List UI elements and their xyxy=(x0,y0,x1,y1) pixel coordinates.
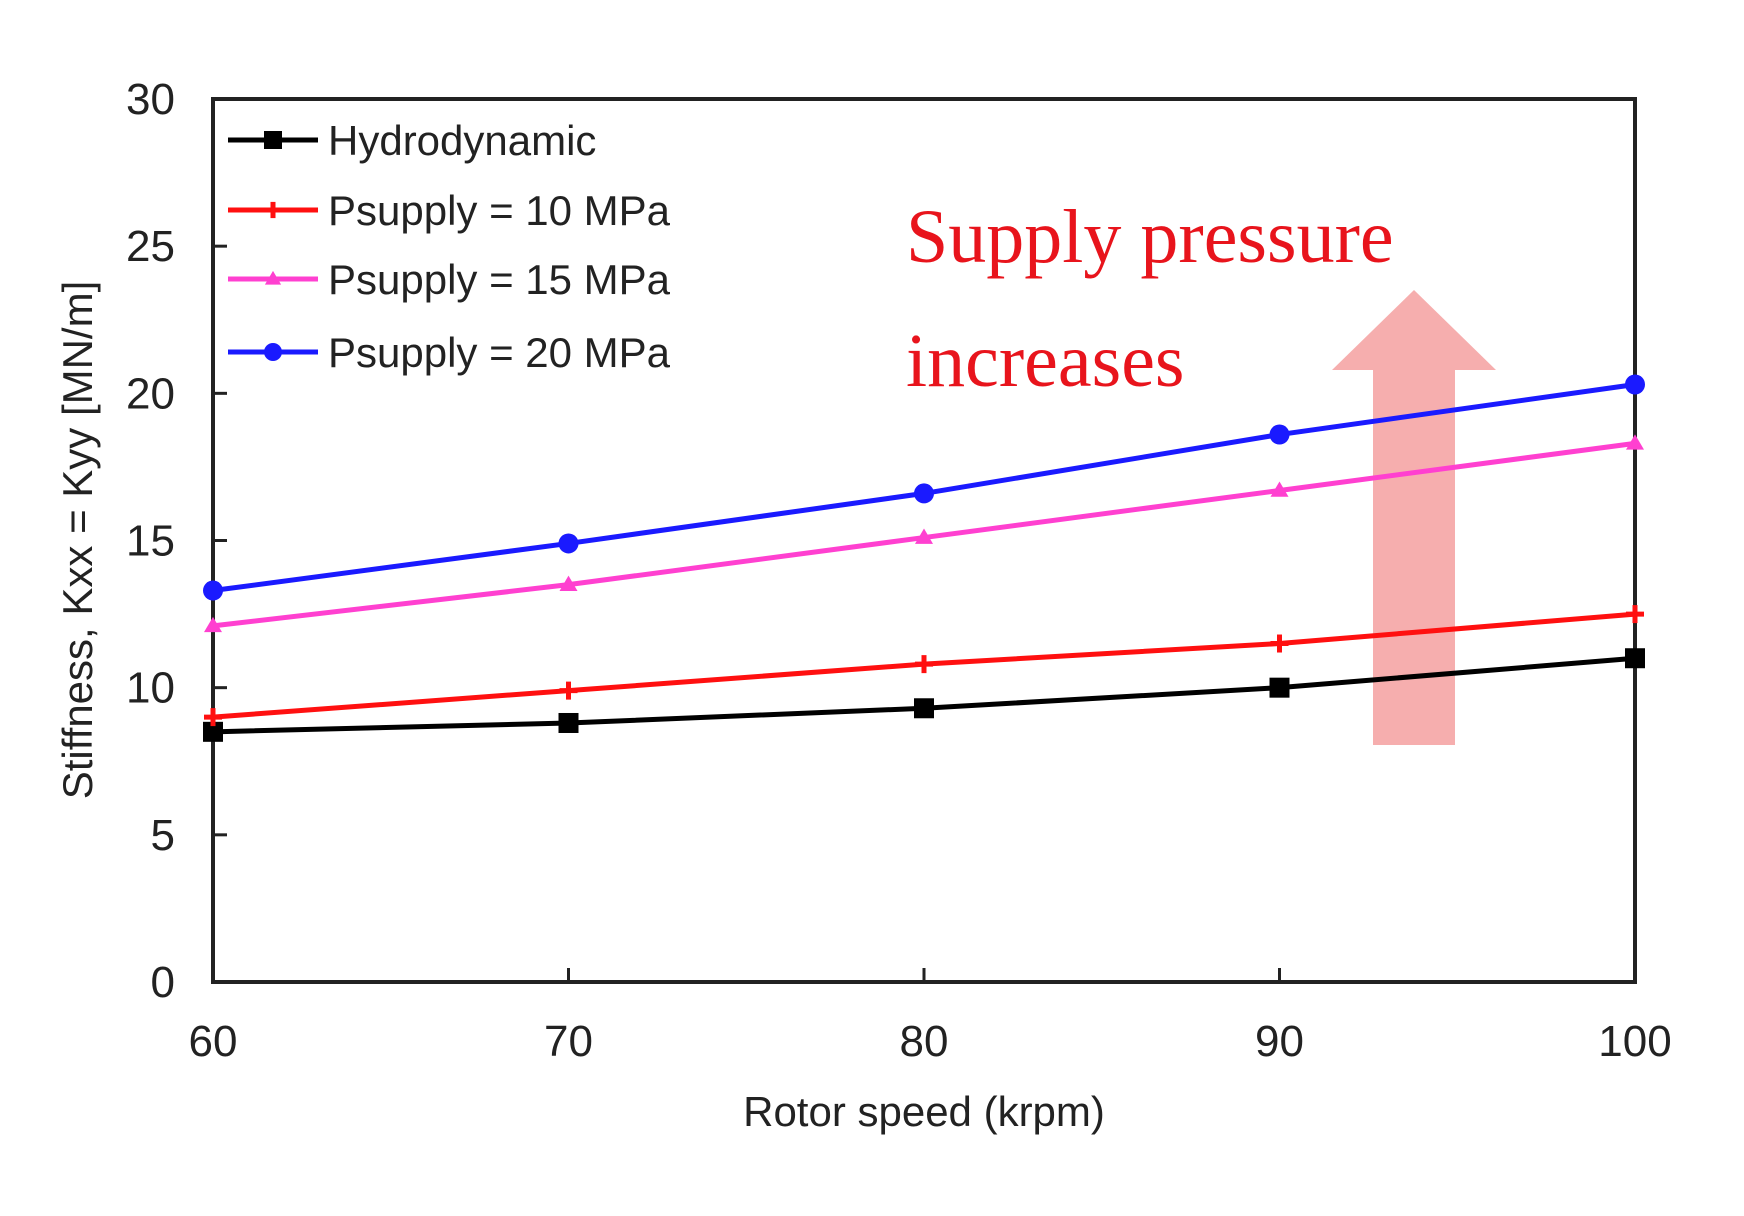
y-axis-label: Stiffness, Kxx = Kyy [MN/m] xyxy=(54,281,101,800)
y-tick-label: 20 xyxy=(126,369,175,418)
data-point xyxy=(264,270,282,285)
legend-item: Psupply = 15 MPa xyxy=(228,256,671,303)
data-point xyxy=(204,708,222,727)
annotation-line-1: Supply pressure xyxy=(906,195,1394,279)
series-1 xyxy=(204,605,1644,727)
series-2 xyxy=(204,434,1644,633)
data-point xyxy=(915,655,933,674)
data-point xyxy=(558,533,579,554)
data-point xyxy=(264,343,282,361)
x-tick-label: 90 xyxy=(1255,1017,1304,1066)
data-point xyxy=(914,483,934,504)
y-tick-label: 10 xyxy=(126,664,175,713)
data-point xyxy=(1270,481,1289,497)
y-tick-label: 15 xyxy=(126,517,175,566)
data-point xyxy=(559,575,578,591)
x-axis-label: Rotor speed (krpm) xyxy=(743,1088,1105,1135)
data-point xyxy=(1625,648,1645,669)
legend: Hydrodynamic Psupply = 10 MPa Psupply = 15… xyxy=(228,117,671,376)
legend-label: Psupply = 10 MPa xyxy=(328,187,671,234)
legend-label: Psupply = 20 MPa xyxy=(328,329,671,376)
legend-label: Hydrodynamic xyxy=(328,117,596,164)
x-tick-label: 100 xyxy=(1598,1017,1671,1066)
data-point xyxy=(914,698,934,719)
data-point xyxy=(204,616,222,633)
data-point xyxy=(1625,374,1645,395)
data-point xyxy=(203,580,223,601)
data-point xyxy=(559,681,578,700)
legend-item: Hydrodynamic xyxy=(228,117,596,164)
y-tick-label: 30 xyxy=(126,75,175,124)
x-tick-label: 60 xyxy=(189,1017,238,1066)
data-point xyxy=(264,131,282,149)
data-point xyxy=(915,528,933,544)
annotation-line-2: increases xyxy=(906,319,1185,403)
legend-label: Psupply = 15 MPa xyxy=(328,256,671,303)
x-tick-label: 70 xyxy=(544,1017,593,1066)
data-point xyxy=(1269,424,1290,445)
data-point xyxy=(558,712,579,733)
data-point xyxy=(1270,634,1289,653)
y-tick-label: 0 xyxy=(151,958,175,1007)
y-tick-label: 5 xyxy=(151,811,175,860)
data-point xyxy=(1269,677,1290,698)
legend-item: Psupply = 10 MPa xyxy=(228,187,671,234)
data-point xyxy=(264,201,282,219)
y-tick-label: 25 xyxy=(126,222,175,271)
data-point xyxy=(1626,605,1644,624)
data-point xyxy=(1626,434,1644,450)
legend-item: Psupply = 20 MPa xyxy=(228,329,671,376)
series-0 xyxy=(203,648,1645,742)
x-tick-label: 80 xyxy=(900,1017,949,1066)
series-3 xyxy=(203,374,1645,601)
data-point xyxy=(203,721,223,742)
